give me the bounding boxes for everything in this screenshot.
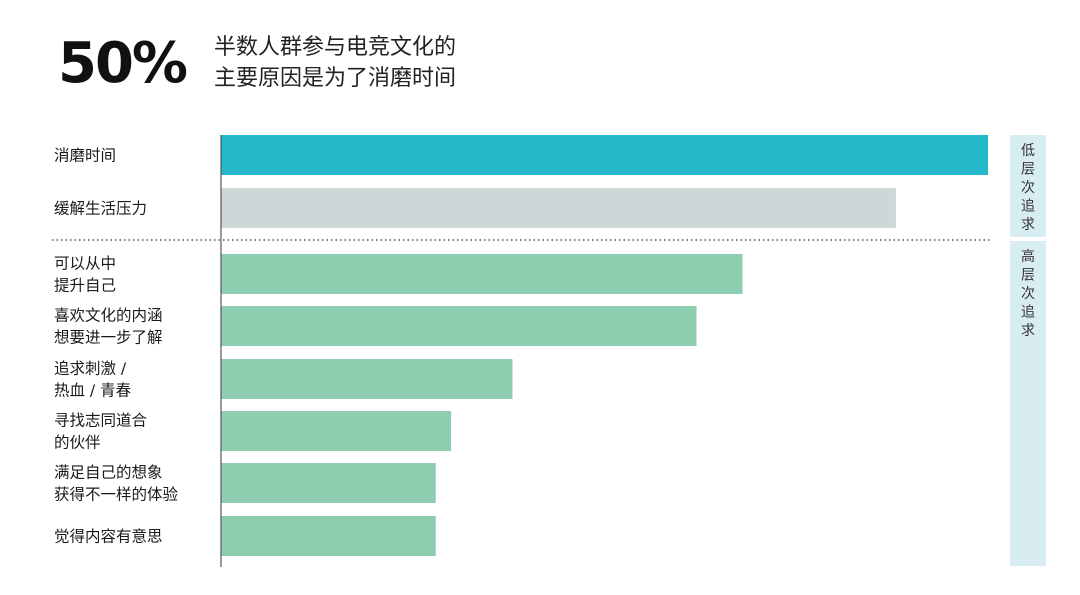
category-label-1: 消磨时间 [54,147,116,165]
headline: 50% 半数人群参与电竞文化的 主要原因是为了消磨时间 [58,28,456,98]
bar-3 [221,254,743,294]
group-band-label-1: 低层次追求 [1021,143,1035,233]
headline-stat: 50% [58,30,188,96]
bar-1 [221,135,988,175]
category-label-2: 缓解生活压力 [54,200,147,218]
category-label-5: 追求刺激 /热血 / 青春 [54,360,131,400]
bar-5 [221,359,513,399]
bar-8 [221,516,436,556]
group-band-1 [1010,135,1046,237]
headline-subtitle-line-2: 主要原因是为了消磨时间 [214,66,457,91]
bar-7 [221,463,436,503]
category-label-4: 喜欢文化的内涵想要进一步了解 [54,307,163,347]
group-band-2 [1010,241,1046,566]
category-label-8: 觉得内容有意思 [54,527,163,546]
category-label-6: 寻找志同道合的伙伴 [54,412,148,452]
group-band-label-2: 高层次追求 [1021,248,1035,339]
bar-4 [221,306,697,346]
bar-2 [221,188,896,228]
bar-6 [221,411,452,451]
headline-subtitle: 半数人群参与电竞文化的 主要原因是为了消磨时间 [214,32,456,94]
headline-subtitle-line-1: 半数人群参与电竞文化的 [214,35,457,60]
category-label-7: 满足自己的想象获得不一样的体验 [54,464,179,504]
category-label-3: 可以从中提升自己 [54,255,116,295]
